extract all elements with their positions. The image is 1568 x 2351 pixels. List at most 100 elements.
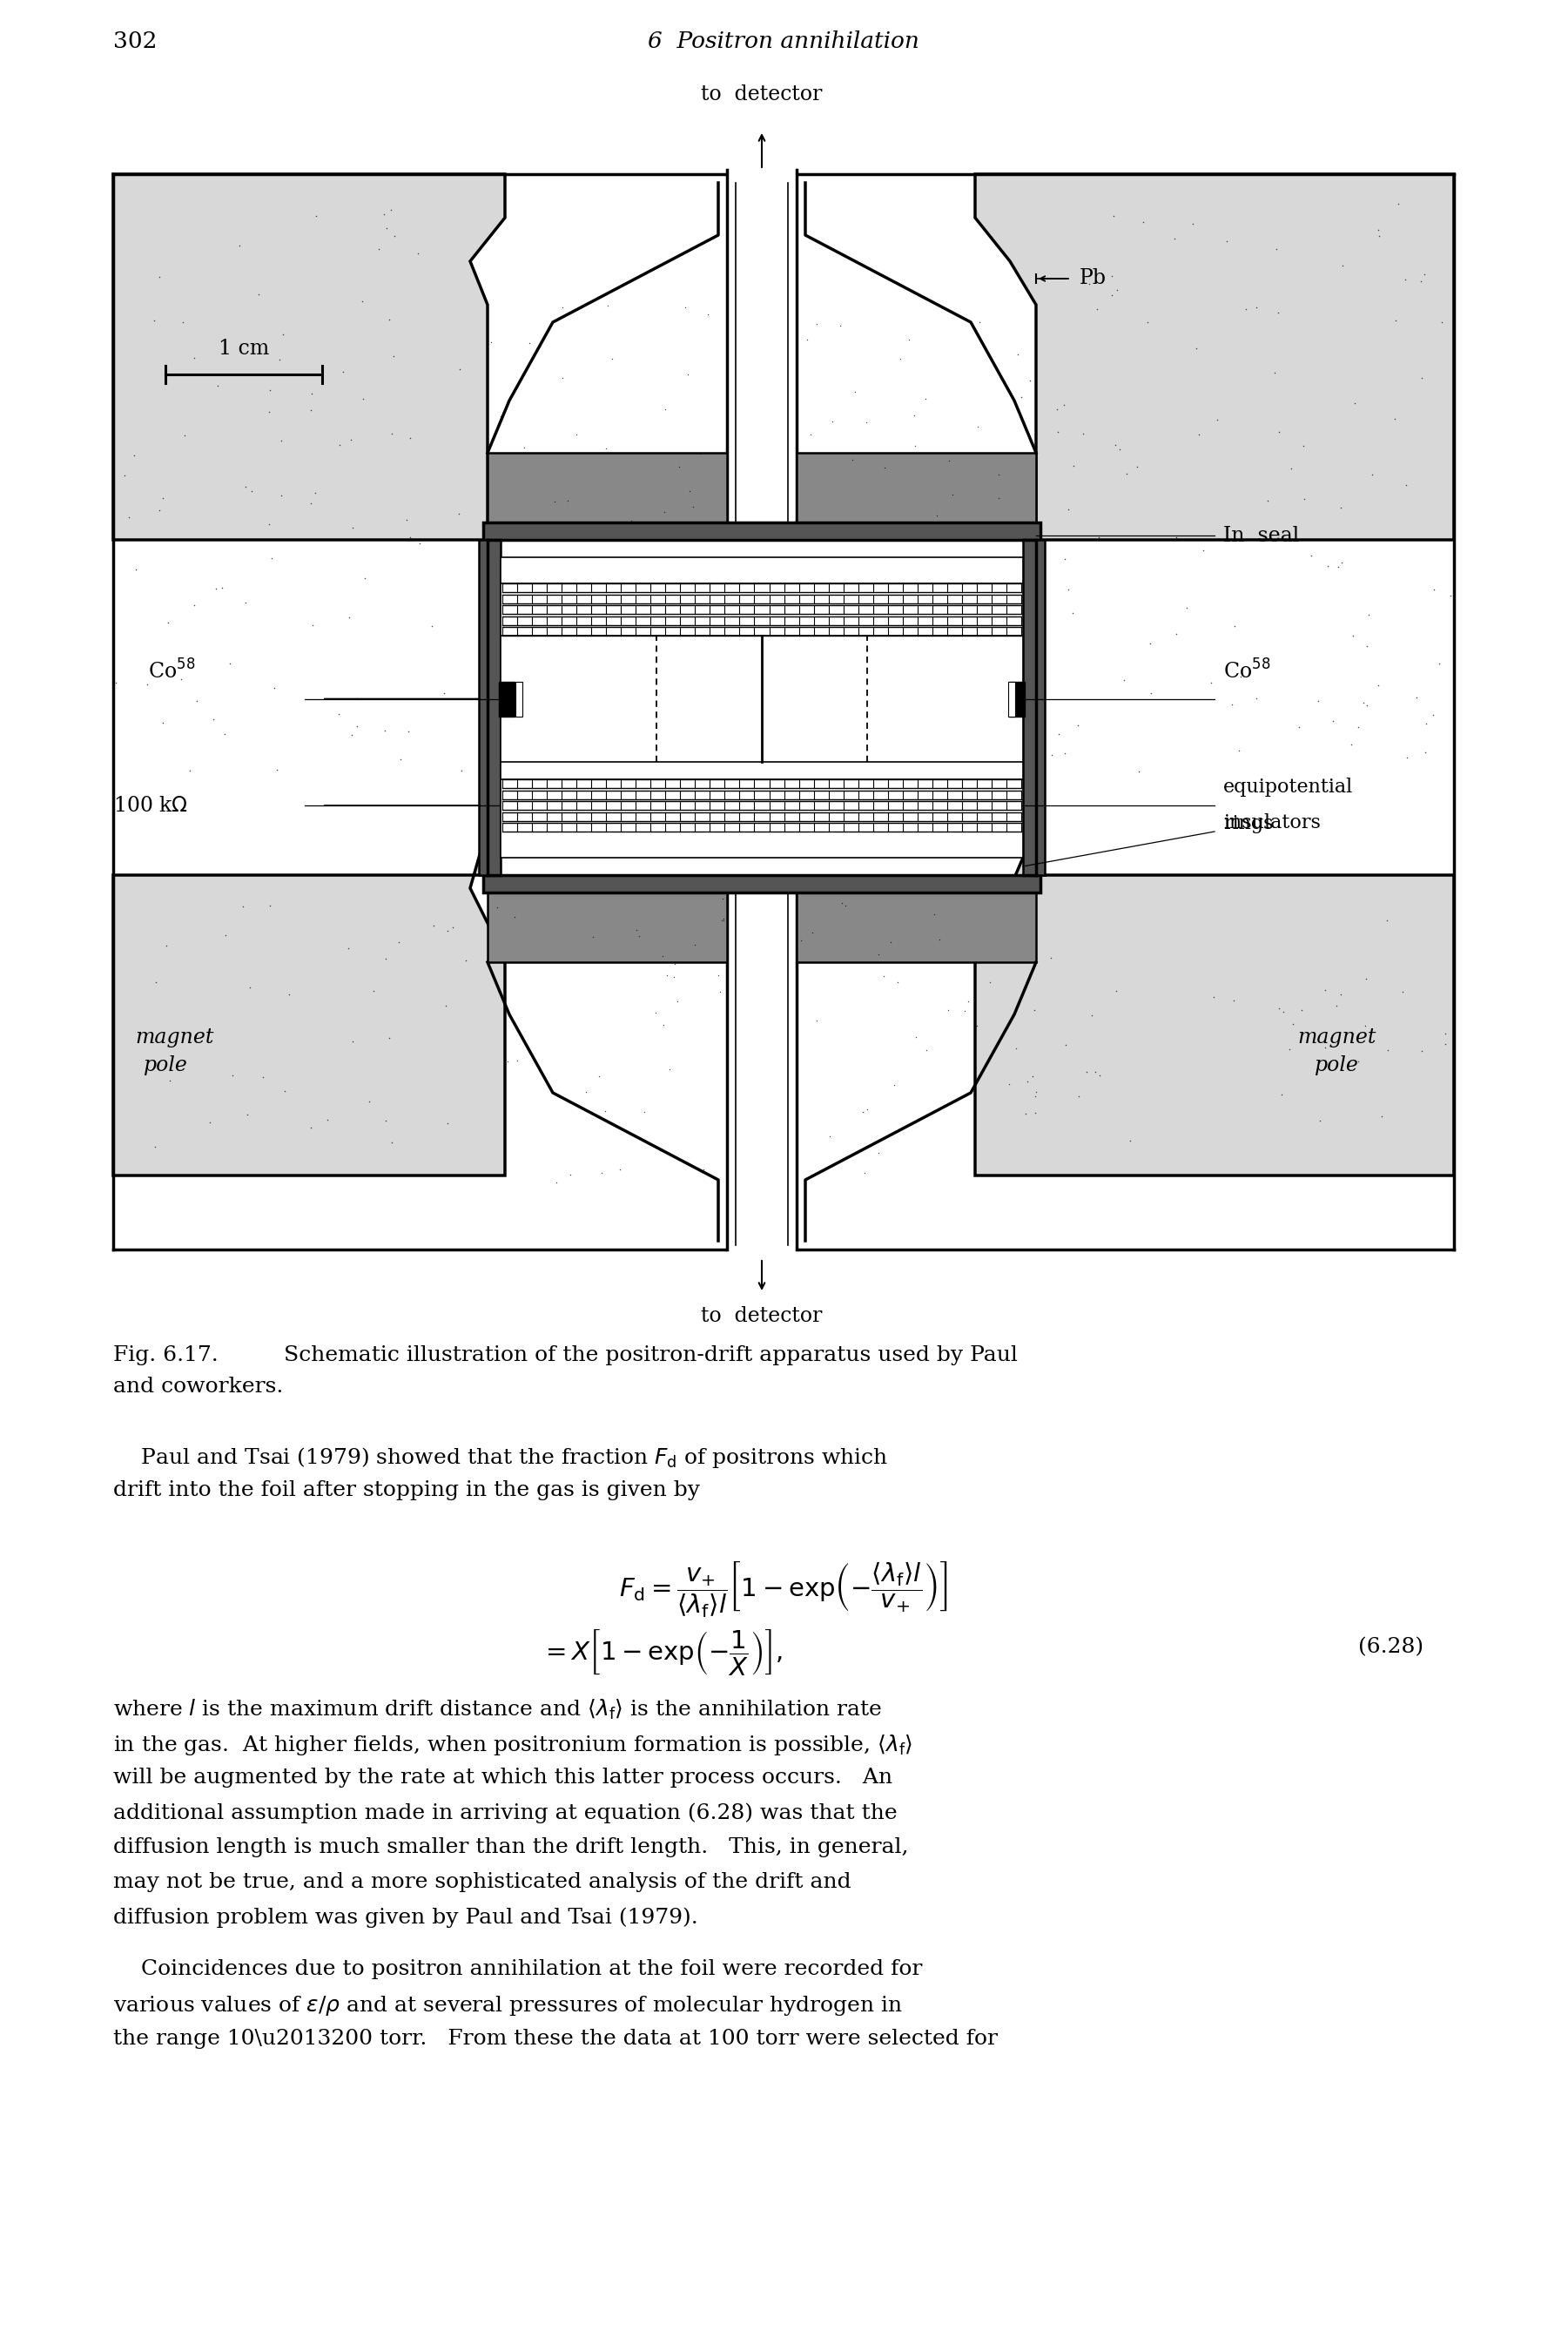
Point [502, 898, 527, 936]
Point [798, 416, 823, 454]
Point [397, 712, 422, 750]
Point [157, 1060, 182, 1098]
Point [543, 482, 568, 520]
Point [453, 940, 478, 978]
Point [586, 1058, 612, 1096]
Point [422, 907, 447, 945]
Point [143, 1128, 168, 1166]
Point [373, 209, 398, 247]
Point [238, 473, 263, 510]
Point [1104, 270, 1129, 308]
Point [340, 510, 365, 548]
Point [1403, 679, 1428, 717]
Point [872, 449, 897, 487]
Point [268, 477, 293, 515]
Point [952, 992, 977, 1030]
Point [235, 1096, 260, 1133]
Point [1289, 992, 1314, 1030]
Point [913, 381, 938, 418]
Point [265, 752, 290, 790]
Text: Schematic illustration of the positron-drift apparatus used by Paul: Schematic illustration of the positron-d… [270, 1345, 1018, 1366]
Point [1243, 289, 1269, 327]
Point [1341, 1016, 1366, 1053]
Point [381, 216, 406, 254]
Point [1014, 870, 1040, 907]
Point [1413, 705, 1438, 743]
Point [257, 505, 282, 543]
Point [1163, 517, 1189, 555]
Point [445, 496, 470, 534]
Point [216, 644, 241, 682]
Point [1312, 971, 1338, 1009]
Point [1079, 997, 1104, 1034]
Point [1184, 329, 1209, 367]
Point [881, 1065, 906, 1103]
Point [1375, 900, 1400, 938]
Point [434, 1105, 459, 1143]
Point [386, 924, 411, 962]
Point [1408, 263, 1433, 301]
Point [596, 287, 621, 324]
Point [709, 903, 734, 940]
Point [478, 324, 503, 362]
Text: In  seal: In seal [1223, 527, 1300, 545]
Point [1355, 686, 1380, 724]
Point [1226, 731, 1251, 769]
Text: Co$^{58}$: Co$^{58}$ [1223, 658, 1270, 684]
Point [1066, 1077, 1091, 1114]
Point [696, 296, 721, 334]
Text: the range 10\u2013200 torr.   From these the data at 100 torr were selected for: the range 10\u2013200 torr. From these t… [113, 2029, 997, 2048]
Point [1394, 465, 1419, 503]
Text: 1 cm: 1 cm [218, 339, 270, 360]
Point [1392, 261, 1417, 299]
Text: 6  Positron annihilation: 6 Positron annihilation [648, 31, 919, 52]
Point [999, 870, 1024, 907]
Point [1389, 973, 1414, 1011]
Point [299, 607, 325, 644]
Point [1359, 456, 1385, 494]
Text: pole: pole [144, 1056, 188, 1074]
Text: diffusion length is much smaller than the drift length.   This, in general,: diffusion length is much smaller than th… [113, 1836, 908, 1857]
Point [209, 569, 234, 607]
Point [1272, 992, 1297, 1030]
Point [1126, 752, 1151, 790]
Point [154, 926, 179, 964]
Bar [488, 454, 728, 541]
Point [381, 336, 406, 374]
Point [1131, 202, 1156, 240]
Point [817, 858, 842, 896]
Point [593, 1091, 618, 1128]
Point [378, 190, 403, 228]
Point [1433, 1025, 1458, 1063]
Text: to  detector: to detector [701, 1307, 823, 1326]
Bar [488, 875, 728, 962]
Point [373, 1103, 398, 1140]
Point [1366, 668, 1391, 705]
Point [358, 1081, 383, 1119]
Point [345, 679, 370, 717]
Point [339, 421, 364, 458]
Point [833, 886, 858, 924]
Bar [478, 541, 500, 875]
Point [1228, 658, 1253, 696]
Point [677, 473, 702, 510]
Point [1008, 379, 1033, 416]
Point [262, 670, 287, 708]
Point [817, 1117, 842, 1154]
Point [1366, 212, 1391, 249]
Point [927, 922, 952, 959]
Point [1221, 983, 1247, 1020]
Point [925, 496, 950, 534]
Point [116, 498, 141, 536]
Point [1328, 976, 1353, 1013]
Point [986, 456, 1011, 494]
Point [842, 374, 867, 411]
Point [996, 1065, 1021, 1103]
Point [350, 282, 375, 320]
Point [1345, 708, 1370, 745]
Point [1220, 684, 1245, 722]
Point [1355, 628, 1380, 665]
Point [619, 503, 644, 541]
Point [789, 922, 814, 959]
Point [1279, 449, 1305, 487]
